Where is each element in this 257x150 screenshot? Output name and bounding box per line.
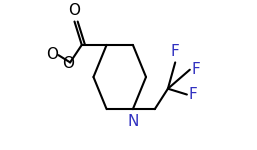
Text: O: O: [68, 3, 80, 18]
Text: O: O: [62, 56, 74, 71]
Text: F: F: [188, 87, 197, 102]
Text: N: N: [128, 114, 139, 129]
Text: F: F: [191, 62, 200, 77]
Text: O: O: [46, 47, 58, 62]
Text: F: F: [170, 45, 179, 60]
